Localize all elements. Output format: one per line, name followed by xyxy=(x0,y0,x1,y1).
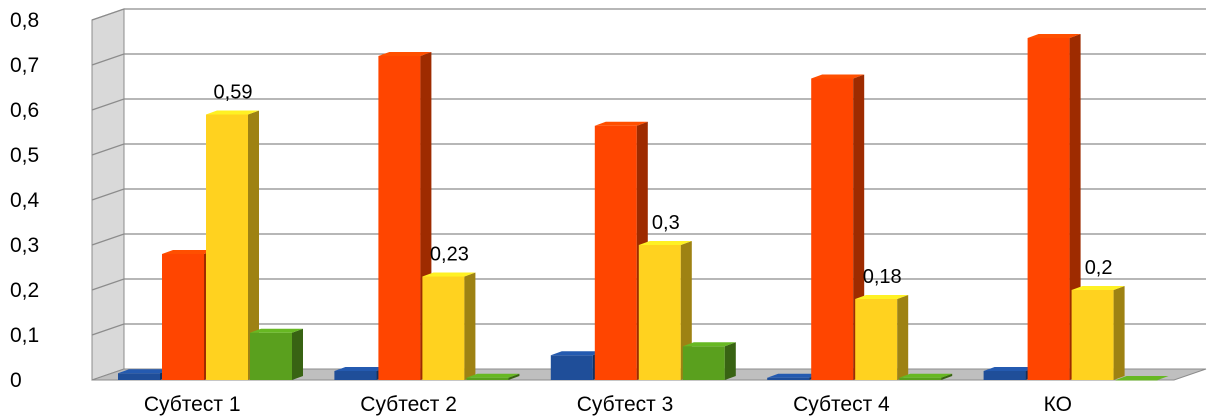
bar-front xyxy=(594,125,637,380)
bar-top xyxy=(206,110,259,115)
bar-top xyxy=(1027,34,1081,38)
data-label: 0,18 xyxy=(863,266,902,288)
bar xyxy=(594,121,648,380)
bar-front xyxy=(767,377,810,380)
y-tick-label: 0 xyxy=(10,369,22,392)
y-tick-label: 0,4 xyxy=(10,189,40,212)
bar xyxy=(899,373,953,380)
bar-top xyxy=(550,351,604,356)
bar-top xyxy=(250,328,303,333)
data-label: 0,59 xyxy=(214,82,253,104)
x-category-label: Субтест 2 xyxy=(360,393,457,416)
bar xyxy=(1071,286,1125,380)
bar xyxy=(682,342,736,380)
y-tick-label: 0,8 xyxy=(10,9,39,32)
bar-front xyxy=(378,56,421,380)
bar-front xyxy=(983,371,1026,380)
bar-top xyxy=(594,121,648,126)
data-label: 0,3 xyxy=(652,212,680,234)
gridline xyxy=(91,53,1206,66)
bar-top xyxy=(899,373,953,378)
bar-front xyxy=(422,276,465,380)
bar-side xyxy=(248,110,259,380)
bar-top xyxy=(334,367,388,371)
bar-top xyxy=(767,373,821,378)
bar-side xyxy=(941,373,953,380)
bar-side xyxy=(1113,286,1125,380)
bar-front xyxy=(811,78,854,380)
bar-side xyxy=(897,295,909,380)
x-category-label: Субтест 1 xyxy=(144,393,241,416)
bar-side xyxy=(464,272,476,380)
y-tick-label: 0,2 xyxy=(10,279,39,302)
bar-top xyxy=(638,241,692,245)
bars xyxy=(118,34,1169,381)
bar xyxy=(638,241,692,380)
bar-top xyxy=(422,272,476,277)
bar-top xyxy=(1071,286,1125,290)
bar-top xyxy=(811,74,865,79)
bar xyxy=(1115,376,1169,381)
data-labels: 0,59 0,23 0,3 0,18 0,2 xyxy=(214,82,1113,289)
bar-front xyxy=(250,332,292,380)
bar-top xyxy=(378,52,432,56)
bar xyxy=(855,295,909,380)
bar-top xyxy=(983,367,1037,371)
bar xyxy=(422,272,476,380)
data-label: 0,2 xyxy=(1085,257,1113,279)
x-axis-labels: Субтест 1 Субтест 2 Субтест 3 Субтест 4 КО xyxy=(144,393,1072,416)
x-category-label: КО xyxy=(1044,393,1072,416)
bar-front xyxy=(899,377,942,380)
gridline xyxy=(91,8,1206,21)
bar-front xyxy=(682,346,725,380)
bar-front xyxy=(855,299,898,380)
bar-side xyxy=(292,328,303,380)
y-tick-label: 0,5 xyxy=(10,144,39,167)
bar-top xyxy=(162,250,215,254)
bar-front xyxy=(118,373,160,380)
bar-front xyxy=(1115,380,1158,381)
bar-front xyxy=(466,377,509,380)
bar-top xyxy=(855,295,909,299)
bar-front xyxy=(550,355,593,380)
y-tick-label: 0,7 xyxy=(10,54,39,77)
bar xyxy=(466,373,520,380)
x-category-label: Субтест 4 xyxy=(793,393,890,416)
bar-front xyxy=(206,114,248,380)
bar-front xyxy=(638,245,681,380)
y-axis-ticks: 0 0,1 0,2 0,3 0,4 0,5 0,6 0,7 0,8 xyxy=(10,9,40,392)
bar-front xyxy=(162,254,204,380)
y-tick-label: 0,6 xyxy=(10,99,39,122)
bar-top xyxy=(682,342,736,347)
bar-top xyxy=(1115,376,1169,380)
bar-front xyxy=(1071,290,1114,380)
bar-top xyxy=(466,373,520,378)
bar-front xyxy=(1027,38,1070,380)
y-tick-label: 0,3 xyxy=(10,234,39,257)
bar-front xyxy=(334,371,377,380)
bar xyxy=(206,110,259,380)
x-category-label: Субтест 3 xyxy=(577,393,674,416)
data-label: 0,23 xyxy=(430,244,469,266)
bar-top xyxy=(118,369,171,374)
bar-side xyxy=(508,373,520,380)
y-tick-label: 0,1 xyxy=(10,324,39,347)
bar xyxy=(250,328,303,380)
bar-side xyxy=(724,342,736,380)
